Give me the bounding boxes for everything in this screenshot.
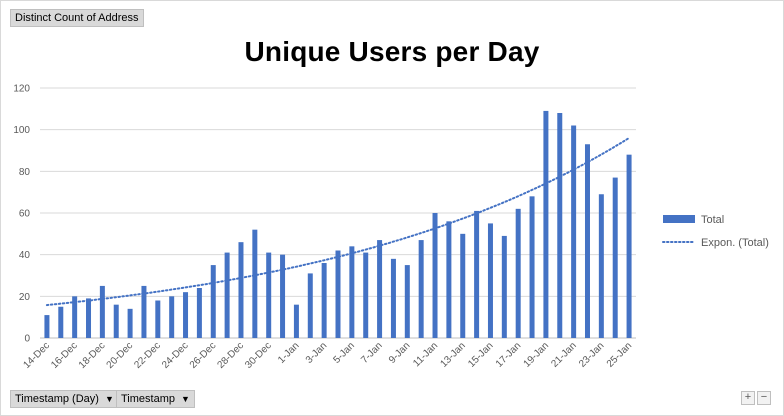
bar-6-Jan[interactable]	[363, 252, 369, 338]
bar-14-Jan[interactable]	[474, 210, 480, 338]
x-tick-label: 22-Dec	[132, 340, 163, 371]
bar-19-Jan[interactable]	[543, 110, 549, 339]
x-tick-label: 1-Jan	[276, 340, 301, 365]
bar-28-Dec[interactable]	[238, 242, 244, 338]
x-tick-label: 9-Jan	[387, 340, 412, 365]
bar-25-Jan[interactable]	[626, 154, 632, 338]
bar-19-Dec[interactable]	[113, 304, 119, 338]
bar-25-Dec[interactable]	[196, 288, 202, 338]
x-tick-label: 28-Dec	[216, 340, 247, 371]
bar-17-Jan[interactable]	[515, 208, 521, 338]
bar-11-Jan[interactable]	[432, 213, 438, 338]
chart-title: Unique Users per Day	[244, 36, 540, 67]
y-tick-label: 120	[13, 84, 30, 95]
x-tick-label: 13-Jan	[438, 340, 467, 369]
bar-13-Jan[interactable]	[460, 233, 466, 338]
x-tick-label: 23-Jan	[577, 340, 606, 369]
axis-field-label-timestamp: Timestamp	[121, 393, 175, 405]
bar-22-Dec[interactable]	[155, 300, 161, 339]
bar-14-Dec[interactable]	[44, 315, 50, 338]
bar-15-Jan[interactable]	[487, 223, 493, 338]
bar-26-Dec[interactable]	[210, 265, 216, 338]
x-tick-label: 18-Dec	[77, 340, 108, 371]
x-tick-label: 14-Dec	[21, 340, 52, 371]
axis-field-button-day[interactable]: Timestamp (Day) ▼	[10, 390, 119, 408]
bar-23-Dec[interactable]	[169, 296, 175, 338]
value-field-button[interactable]: Distinct Count of Address	[10, 9, 144, 27]
y-tick-label: 60	[19, 209, 31, 220]
expand-button[interactable]: +	[741, 391, 755, 405]
x-tick-label: 17-Jan	[494, 340, 523, 369]
x-tick-label: 3-Jan	[304, 340, 329, 365]
dropdown-arrow-icon[interactable]: ▼	[104, 394, 114, 404]
x-tick-label: 7-Jan	[359, 340, 384, 365]
bar-20-Dec[interactable]	[127, 308, 133, 338]
bar-18-Dec[interactable]	[99, 285, 105, 338]
bar-23-Jan[interactable]	[598, 194, 604, 338]
bar-12-Jan[interactable]	[446, 221, 452, 338]
legend-swatch-total	[663, 215, 695, 223]
legend-label-trendline: Expon. (Total)	[701, 237, 769, 249]
bar-15-Dec[interactable]	[58, 306, 64, 338]
bar-2-Jan[interactable]	[307, 273, 313, 338]
bar-18-Jan[interactable]	[529, 196, 535, 338]
collapse-button[interactable]: −	[757, 391, 771, 405]
x-tick-label: 20-Dec	[105, 340, 136, 371]
x-tick-label: 19-Jan	[522, 340, 551, 369]
bar-24-Dec[interactable]	[183, 292, 189, 338]
axis-field-button-timestamp[interactable]: Timestamp ▼	[116, 390, 195, 408]
bar-29-Dec[interactable]	[252, 229, 258, 338]
bar-21-Jan[interactable]	[571, 125, 577, 339]
x-tick-label: 30-Dec	[243, 340, 274, 371]
bar-8-Jan[interactable]	[390, 258, 396, 338]
x-tick-label: 11-Jan	[411, 340, 440, 369]
x-tick-label: 25-Jan	[605, 340, 634, 369]
x-tick-label: 24-Dec	[160, 340, 191, 371]
bar-10-Jan[interactable]	[418, 240, 424, 338]
dropdown-arrow-icon[interactable]: ▼	[181, 394, 190, 404]
bar-27-Dec[interactable]	[224, 252, 230, 338]
bar-7-Jan[interactable]	[377, 240, 383, 338]
bar-20-Jan[interactable]	[557, 113, 563, 338]
y-tick-label: 80	[19, 167, 31, 178]
x-tick-label: 26-Dec	[188, 340, 219, 371]
bar-22-Jan[interactable]	[584, 144, 590, 338]
x-tick-label: 21-Jan	[549, 340, 578, 369]
x-tick-label: 15-Jan	[466, 340, 495, 369]
bar-9-Jan[interactable]	[404, 265, 410, 338]
y-tick-label: 20	[19, 292, 31, 303]
y-tick-label: 100	[13, 125, 30, 136]
bar-16-Dec[interactable]	[72, 296, 78, 338]
bar-16-Jan[interactable]	[501, 235, 507, 338]
bar-30-Dec[interactable]	[266, 252, 272, 338]
bar-24-Jan[interactable]	[612, 177, 618, 338]
bar-4-Jan[interactable]	[335, 250, 341, 339]
x-tick-label: 16-Dec	[49, 340, 80, 371]
bar-31-Dec[interactable]	[280, 254, 286, 338]
bar-3-Jan[interactable]	[321, 263, 327, 338]
bar-1-Jan[interactable]	[293, 304, 299, 338]
bar-17-Dec[interactable]	[86, 298, 92, 338]
y-tick-label: 0	[24, 334, 30, 345]
bar-5-Jan[interactable]	[349, 246, 355, 338]
x-tick-label: 5-Jan	[332, 340, 357, 365]
trendline	[45, 137, 631, 307]
value-field-label: Distinct Count of Address	[15, 12, 139, 24]
bar-21-Dec[interactable]	[141, 285, 147, 338]
axis-field-label-day: Timestamp (Day)	[15, 393, 99, 405]
y-tick-label: 40	[19, 250, 31, 261]
legend-label-total: Total	[701, 214, 724, 226]
